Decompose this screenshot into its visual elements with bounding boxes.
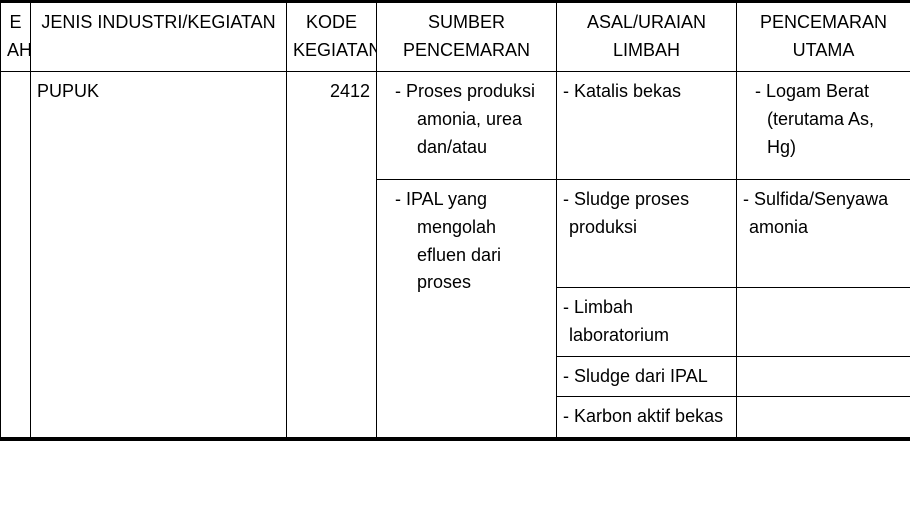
cell-asal: - Limbah laboratorium: [557, 287, 737, 356]
cell-asal: - Sludge proses produksi: [557, 179, 737, 287]
cell-utama: - Logam Berat (terutama As, Hg): [737, 71, 910, 179]
cell-jenis-industri: PUPUK: [31, 71, 287, 439]
header-text: KODE: [306, 12, 357, 32]
cell-utama: [737, 397, 910, 439]
cell-text: - Sulfida/Senyawa amonia: [743, 186, 904, 242]
header-jenis-industri: JENIS INDUSTRI/KEGIATAN: [31, 2, 287, 72]
cell-sumber: - IPAL yang mengolah efluen dari proses: [377, 179, 557, 439]
table-header-row: E AH JENIS INDUSTRI/KEGIATAN KODE KEGIAT…: [1, 2, 910, 72]
header-text: E: [9, 12, 21, 32]
header-asal-uraian-limbah: ASAL/URAIAN LIMBAH: [557, 2, 737, 72]
header-text: KEGIATAN: [293, 40, 377, 60]
header-text: AH: [7, 40, 31, 60]
cell-text: - Limbah laboratorium: [563, 294, 730, 350]
cell-text: - Karbon aktif bekas: [563, 403, 730, 431]
header-text: PENCEMARAN UTAMA: [760, 12, 887, 60]
header-pencemaran-utama: PENCEMARAN UTAMA: [737, 2, 910, 72]
cell-sumber: - Proses produksi amonia, urea dan/atau: [377, 71, 557, 179]
cell-text: - Sludge proses produksi: [563, 186, 730, 242]
cell-text: PUPUK: [37, 81, 99, 101]
cell-utama: [737, 287, 910, 356]
header-text: SUMBER PENCEMARAN: [403, 12, 530, 60]
cell-asal: - Sludge dari IPAL: [557, 356, 737, 397]
cell-text: - Proses produksi amonia, urea dan/atau: [383, 78, 550, 162]
header-kode-limbah: E AH: [1, 2, 31, 72]
cell-kode-limbah: [1, 71, 31, 439]
cell-text: - Sludge dari IPAL: [563, 363, 730, 391]
cell-text: 2412: [330, 81, 370, 101]
header-kode-kegiatan: KODE KEGIATAN: [287, 2, 377, 72]
cell-asal: - Karbon aktif bekas: [557, 397, 737, 439]
cell-kode-kegiatan: 2412: [287, 71, 377, 439]
cell-text: - Katalis bekas: [563, 78, 730, 106]
table-row: PUPUK 2412 - Proses produksi amonia, ure…: [1, 71, 910, 179]
pollution-source-table: E AH JENIS INDUSTRI/KEGIATAN KODE KEGIAT…: [0, 0, 910, 441]
cell-text: - IPAL yang mengolah efluen dari proses: [383, 186, 550, 298]
cell-text: - Logam Berat (terutama As, Hg): [743, 78, 904, 162]
cell-utama: - Sulfida/Senyawa amonia: [737, 179, 910, 287]
header-text: ASAL/URAIAN LIMBAH: [587, 12, 706, 60]
header-text: JENIS INDUSTRI/KEGIATAN: [41, 12, 275, 32]
cell-asal: - Katalis bekas: [557, 71, 737, 179]
header-sumber-pencemaran: SUMBER PENCEMARAN: [377, 2, 557, 72]
cell-utama: [737, 356, 910, 397]
